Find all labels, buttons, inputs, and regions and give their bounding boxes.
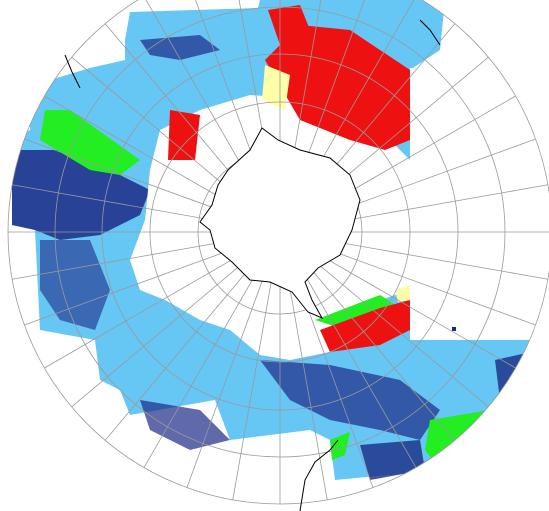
polar-map <box>0 0 549 511</box>
blank-panel <box>410 68 549 340</box>
marker <box>452 327 456 331</box>
page: (() => { const g = document.getElementBy… <box>0 0 549 511</box>
